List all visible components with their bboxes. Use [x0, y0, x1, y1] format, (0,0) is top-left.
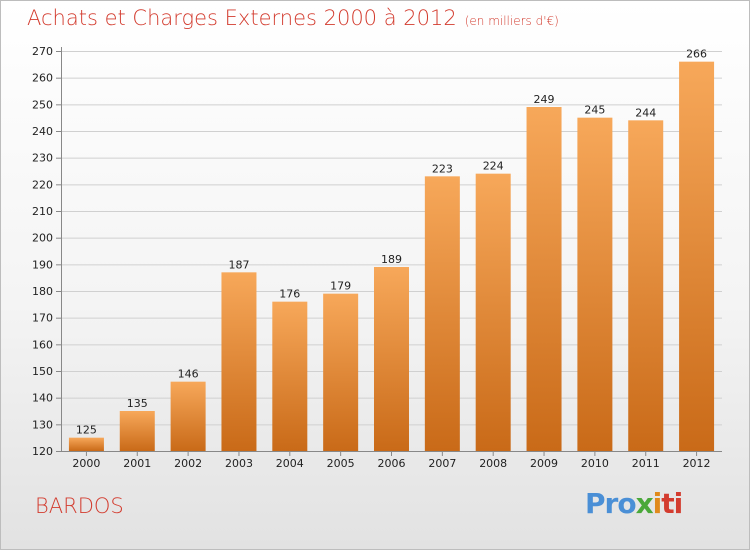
- value-label: 244: [635, 106, 656, 119]
- x-tick-label: 2007: [428, 457, 456, 470]
- chart-title-text: Achats et Charges Externes 2000 à 2012: [27, 6, 457, 30]
- value-label: 266: [686, 48, 707, 61]
- x-tick-label: 2010: [581, 457, 609, 470]
- bar: [119, 411, 155, 451]
- x-tick-label: 2011: [632, 457, 660, 470]
- bar: [374, 267, 409, 451]
- y-tick-labels: 120 130 140 150 160 170 180 190 200 210 220 230 240 2…: [32, 45, 53, 458]
- y-tick-label: 230: [32, 152, 53, 165]
- y-tick-label: 180: [32, 285, 53, 298]
- chart-title: Achats et Charges Externes 2000 à 2012 (e…: [27, 6, 559, 30]
- x-tick-label: 2009: [530, 457, 558, 470]
- y-tick-label: 220: [32, 178, 53, 191]
- x-tick-labels: 2000 2001 2002 2003 2004 2005 2006 2007 2008 2009…: [72, 457, 710, 470]
- value-label: 187: [228, 258, 249, 271]
- y-tick-label: 250: [32, 98, 53, 111]
- x-tick-label: 2008: [479, 457, 507, 470]
- y-tick-label: 160: [32, 338, 53, 351]
- axes: [61, 47, 722, 456]
- bar: [323, 293, 359, 451]
- x-tick-label: 2001: [123, 457, 151, 470]
- y-tick-label: 200: [32, 232, 53, 245]
- value-label: 135: [127, 397, 148, 410]
- y-tick-label: 130: [32, 418, 53, 431]
- x-tick-label: 2003: [225, 457, 253, 470]
- proxiti-logo: Proxiti: [585, 487, 683, 520]
- y-tick-label: 140: [32, 392, 53, 405]
- x-tick-label: 2005: [327, 457, 355, 470]
- bar: [577, 117, 613, 452]
- bar: [424, 176, 460, 452]
- value-label: 245: [584, 104, 605, 117]
- bar: [526, 107, 562, 451]
- x-tick-label: 2006: [378, 457, 406, 470]
- x-tick-label: 2004: [276, 457, 304, 470]
- value-label: 189: [381, 253, 402, 266]
- bar: [679, 61, 715, 452]
- y-tick-label: 210: [32, 205, 53, 218]
- commune-name: BARDOS: [35, 494, 124, 518]
- value-label: 176: [279, 288, 300, 301]
- value-label: 224: [483, 160, 504, 173]
- x-tick-label: 2000: [72, 457, 100, 470]
- value-label: 223: [432, 162, 453, 175]
- bar: [272, 301, 308, 451]
- y-tick-label: 190: [32, 258, 53, 271]
- x-tick-label: 2002: [174, 457, 202, 470]
- chart-subtitle: (en milliers d'€): [464, 14, 559, 28]
- bar: [475, 173, 511, 451]
- bar: [221, 272, 257, 451]
- y-tick-label: 270: [32, 45, 53, 58]
- value-label: 146: [178, 368, 199, 381]
- bars: [68, 61, 715, 452]
- bar: [170, 381, 206, 451]
- x-tick-label: 2012: [683, 457, 711, 470]
- y-tick-label: 150: [32, 365, 53, 378]
- value-label: 125: [76, 424, 97, 437]
- y-tick-label: 240: [32, 125, 53, 138]
- y-tick-label: 120: [32, 445, 53, 458]
- y-tick-label: 260: [32, 72, 53, 85]
- y-tick-label: 170: [32, 312, 53, 325]
- value-label: 249: [534, 93, 555, 106]
- bar: [68, 437, 104, 451]
- value-label: 179: [330, 280, 351, 293]
- value-labels: 125 135 146 187 176 179 189 223 224 249 245 244 266: [76, 48, 707, 437]
- bar: [628, 120, 664, 451]
